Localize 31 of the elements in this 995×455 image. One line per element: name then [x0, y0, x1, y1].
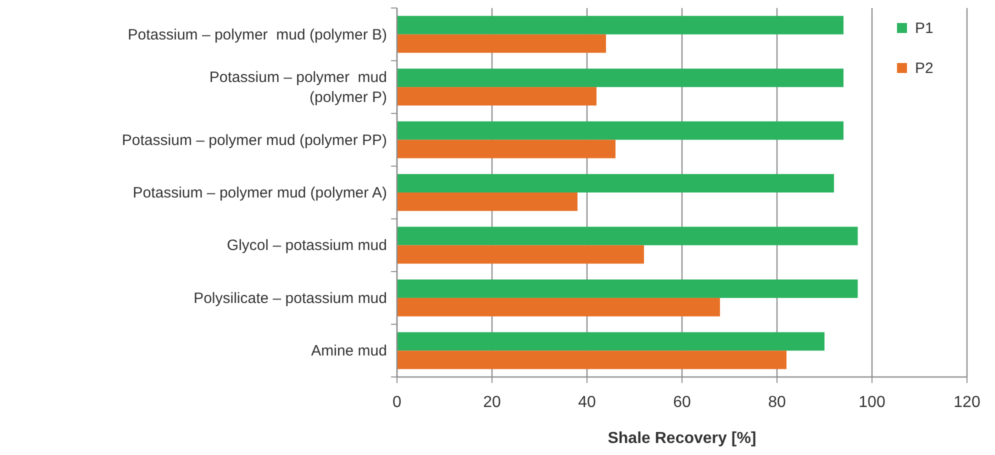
bar	[397, 350, 786, 370]
x-tick-label: 100	[858, 394, 886, 411]
bar	[397, 34, 606, 53]
bar	[397, 174, 834, 192]
x-tick-label: 20	[483, 394, 501, 411]
bar	[397, 140, 616, 158]
bar	[397, 226, 858, 246]
bar	[397, 87, 596, 106]
x-tick-label: 60	[673, 394, 691, 411]
y-tick-label: Potassium – polymer mud (polymer A)	[132, 184, 387, 202]
y-tick-label: Potassium – polymer mud (polymer B)	[128, 26, 388, 44]
y-tick-label: Potassium – polymer mud (polymer PP)	[122, 132, 387, 149]
bar	[397, 16, 844, 34]
bar	[397, 121, 844, 140]
x-tick-label: 40	[578, 394, 596, 411]
legend-label: P2	[915, 60, 934, 77]
bar	[397, 298, 720, 316]
bar	[397, 68, 844, 88]
bar	[397, 279, 858, 298]
bar	[397, 192, 578, 211]
bar	[397, 245, 644, 264]
x-tick-label: 120	[954, 394, 980, 411]
y-tick-label: Amine mud	[311, 342, 387, 360]
y-tick-label: Polysilicate – potassium mud	[194, 290, 387, 307]
x-tick-label: 80	[768, 394, 786, 411]
bar	[397, 332, 824, 351]
x-tick-label: 0	[392, 394, 402, 411]
y-tick-label: Glycol – potassium mud	[226, 237, 387, 254]
y-tick-label: Potassium – polymer mud (polymer P)	[209, 69, 387, 106]
x-axis-title: Shale Recovery [%]	[608, 430, 756, 447]
legend-label: P1	[915, 20, 934, 37]
